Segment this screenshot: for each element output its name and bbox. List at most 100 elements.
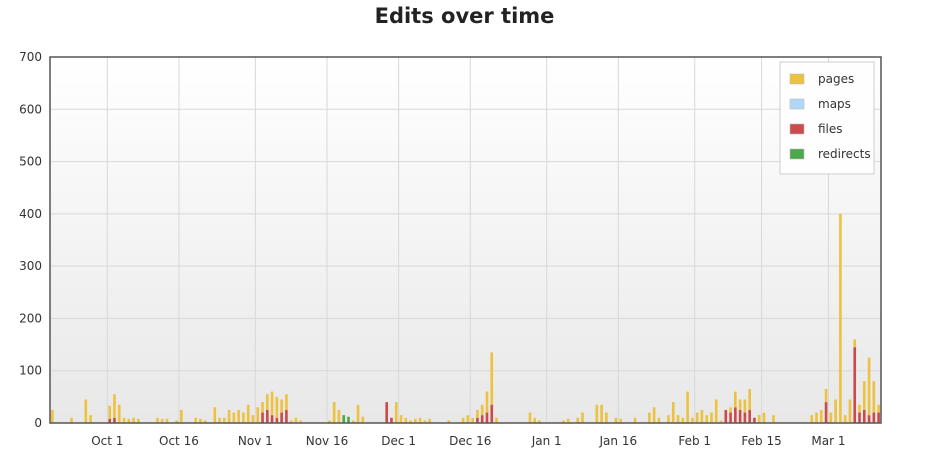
- bar-pages: [815, 412, 818, 423]
- bar-pages: [595, 404, 599, 423]
- bar-pages: [84, 399, 88, 423]
- bar-pages: [394, 402, 398, 423]
- bar-files: [108, 418, 112, 423]
- bar-pages: [328, 420, 331, 423]
- legend-label-redirects: redirects: [818, 147, 871, 161]
- bar-pages: [810, 415, 814, 423]
- x-tick-label: Nov 16: [306, 434, 349, 448]
- bar-pages: [246, 404, 250, 423]
- bar-pages: [361, 416, 365, 423]
- bar-pages: [261, 402, 264, 413]
- bar-pages: [275, 396, 279, 418]
- bar-pages: [738, 399, 742, 410]
- legend-label-files: files: [818, 122, 843, 136]
- bar-files: [858, 412, 861, 423]
- bar-pages: [351, 420, 355, 423]
- legend-label-pages: pages: [818, 72, 854, 86]
- bar-pages: [700, 409, 704, 423]
- bar-pages: [285, 394, 288, 410]
- bar-pages: [528, 412, 532, 423]
- plot-background: [50, 57, 881, 423]
- bar-pages: [447, 420, 451, 423]
- bar-pages: [729, 407, 732, 413]
- bar-pages: [867, 357, 871, 416]
- bar-pages: [862, 381, 866, 410]
- bar-pages: [748, 389, 751, 410]
- bar-pages: [648, 412, 651, 423]
- bar-pages: [51, 409, 54, 423]
- bar-pages: [566, 418, 570, 423]
- x-tick-label: Oct 16: [159, 434, 199, 448]
- bar-pages: [280, 399, 283, 413]
- y-tick-label: 100: [19, 364, 42, 378]
- bar-pages: [337, 409, 341, 423]
- bar-pages: [218, 417, 221, 423]
- bar-files: [743, 412, 747, 423]
- bar-pages: [113, 394, 116, 418]
- bar-pages: [834, 399, 837, 423]
- y-tick-label: 0: [34, 416, 42, 430]
- bar-pages: [213, 407, 217, 423]
- bar-pages: [356, 404, 360, 423]
- y-tick-label: 700: [19, 50, 42, 64]
- bar-pages: [858, 404, 861, 413]
- bar-pages: [180, 409, 183, 423]
- x-tick-label: Oct 1: [91, 434, 123, 448]
- bar-pages: [194, 417, 197, 423]
- bar-pages: [237, 409, 240, 423]
- bar-files: [285, 409, 288, 423]
- bar-pages: [156, 417, 159, 423]
- bar-pages: [270, 391, 274, 416]
- bar-pages: [762, 412, 766, 423]
- bar-files: [265, 409, 269, 423]
- bar-pages: [576, 417, 580, 423]
- chart-title: Edits over time: [374, 4, 555, 28]
- plot-border: [49, 56, 882, 424]
- bar-files: [862, 409, 866, 423]
- bar-files: [867, 415, 871, 423]
- bar-pages: [160, 418, 164, 423]
- legend: pages maps files redirects: [779, 61, 875, 175]
- bar-pages: [657, 417, 661, 423]
- bar-pages: [480, 404, 484, 416]
- x-tick-label: Nov 1: [238, 434, 273, 448]
- bar-pages: [533, 417, 537, 423]
- bar-pages: [686, 391, 689, 423]
- bar-pages: [633, 417, 637, 423]
- bars-layer: [51, 213, 880, 423]
- bar-files: [113, 417, 116, 423]
- bar-files: [385, 402, 389, 423]
- bar-pages: [581, 412, 584, 423]
- x-tick-label: Feb 15: [741, 434, 781, 448]
- bar-pages: [819, 409, 823, 423]
- bar-pages: [132, 417, 135, 423]
- bar-pages: [676, 415, 680, 423]
- bar-files: [476, 417, 479, 423]
- bar-pages: [299, 420, 303, 423]
- bar-pages: [108, 405, 112, 419]
- bar-pages: [652, 407, 656, 423]
- bar-pages: [242, 412, 245, 423]
- bar-pages: [495, 417, 498, 423]
- bar-files: [877, 412, 880, 423]
- bar-files: [748, 409, 751, 423]
- bar-pages: [399, 415, 403, 423]
- bar-pages: [232, 412, 236, 423]
- bar-pages: [734, 391, 737, 408]
- bar-pages: [562, 420, 565, 423]
- y-axis: 0 100 200 300 400 500 600 700: [19, 50, 42, 430]
- bar-pages: [256, 407, 260, 423]
- bar-files: [261, 412, 264, 423]
- bar-pages: [848, 399, 852, 423]
- y-tick-label: 200: [19, 311, 42, 325]
- legend-swatch-pages: [789, 73, 805, 85]
- bar-pages: [719, 420, 723, 423]
- bar-redirects: [347, 416, 350, 423]
- bar-files: [480, 415, 484, 423]
- bar-pages: [289, 420, 293, 423]
- bar-pages: [223, 417, 226, 423]
- bar-pages: [227, 409, 231, 423]
- y-tick-label: 500: [19, 155, 42, 169]
- bar-pages: [485, 391, 489, 413]
